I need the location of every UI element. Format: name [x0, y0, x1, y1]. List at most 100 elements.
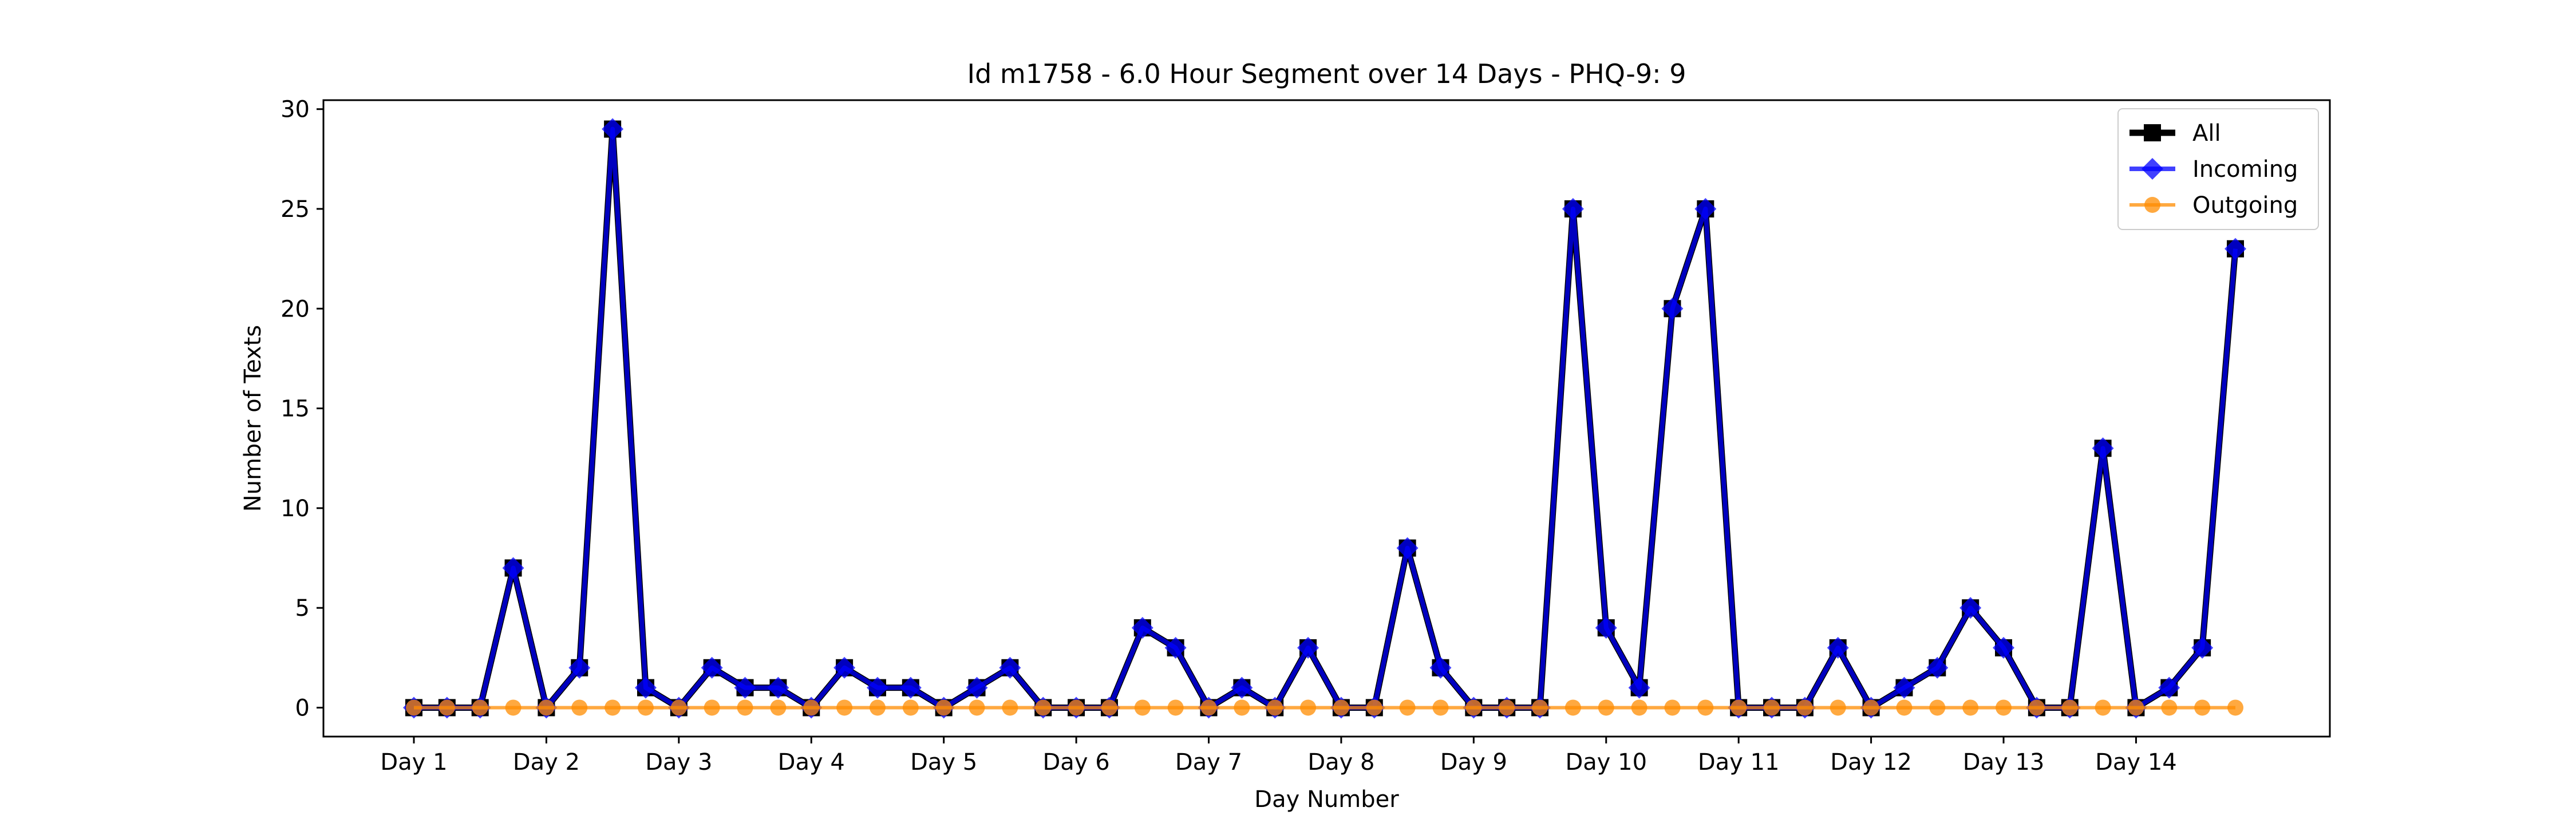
data-point: [2095, 699, 2111, 716]
data-point: [2142, 158, 2163, 180]
data-point: [902, 699, 919, 716]
y-tick-label: 5: [295, 595, 310, 622]
legend-item: All: [2129, 120, 2221, 147]
data-point: [2061, 699, 2078, 716]
data-point: [472, 699, 488, 716]
data-point: [1167, 699, 1184, 716]
series-line: [414, 126, 2238, 710]
data-point: [1234, 699, 1250, 716]
data-point: [2158, 676, 2180, 699]
x-tick-label: Day 7: [1175, 749, 1242, 775]
data-point: [1465, 699, 1482, 716]
data-point: [634, 676, 657, 699]
data-point: [1399, 699, 1416, 716]
data-point: [602, 118, 624, 140]
y-tick-label: 25: [280, 196, 310, 223]
data-point: [2161, 699, 2178, 716]
data-point: [605, 699, 621, 716]
data-point: [1300, 699, 1317, 716]
data-point: [836, 699, 853, 716]
data-point: [966, 676, 988, 699]
data-point: [1598, 699, 1614, 716]
data-point: [935, 699, 952, 716]
data-point: [1267, 699, 1283, 716]
data-point: [1562, 197, 1584, 220]
data-point: [833, 656, 856, 679]
data-point: [1297, 636, 1319, 659]
data-point: [2092, 437, 2114, 460]
legend: All Incoming Outgoing: [2117, 108, 2319, 230]
data-point: [1628, 676, 1650, 699]
data-point: [1366, 699, 1382, 716]
data-point: [2194, 699, 2211, 716]
data-point: [704, 699, 720, 716]
x-tick-label: Day 9: [1440, 749, 1507, 775]
y-tick-label: 0: [295, 695, 310, 721]
data-point: [1929, 699, 1946, 716]
data-point: [1432, 699, 1449, 716]
x-tick-label: Day 11: [1698, 749, 1780, 775]
data-point: [670, 699, 687, 716]
data-point: [1564, 699, 1581, 716]
data-point: [1893, 676, 1915, 699]
legend-item: Incoming: [2129, 156, 2298, 183]
data-point: [1926, 656, 1949, 679]
data-point: [1993, 636, 2015, 659]
data-point: [1694, 197, 1717, 220]
data-point: [999, 656, 1021, 679]
x-tick-label: Day 1: [380, 749, 447, 775]
data-point: [1164, 636, 1187, 659]
x-tick-label: Day 2: [513, 749, 580, 775]
x-tick-label: Day 10: [1565, 749, 1647, 775]
x-tick-label: Day 4: [778, 749, 845, 775]
data-point: [637, 699, 654, 716]
data-point: [1996, 699, 2012, 716]
y-tick-label: 20: [280, 296, 310, 322]
legend-label: All: [2192, 120, 2221, 147]
chart-title: Id m1758 - 6.0 Hour Segment over 14 Days…: [967, 58, 1686, 89]
data-point: [734, 676, 756, 699]
series-all: [405, 120, 2244, 717]
data-point: [502, 557, 524, 579]
data-point: [2191, 636, 2214, 659]
data-point: [1231, 676, 1253, 699]
y-tick-label: 10: [280, 496, 310, 522]
data-point: [1532, 699, 1548, 716]
data-point: [701, 656, 723, 679]
data-point: [2128, 699, 2144, 716]
data-point: [1796, 699, 1813, 716]
plot-frame: [322, 99, 2331, 738]
data-point: [2144, 197, 2160, 213]
data-point: [1396, 537, 1419, 559]
data-point: [866, 676, 888, 699]
data-point: [1333, 699, 1349, 716]
data-point: [2144, 124, 2161, 141]
data-point: [1595, 617, 1617, 639]
x-tick-label: Day 14: [2095, 749, 2177, 775]
data-point: [899, 676, 922, 699]
data-point: [1429, 656, 1452, 679]
data-point: [1697, 699, 1714, 716]
data-point: [1664, 699, 1681, 716]
data-point: [438, 699, 455, 716]
data-point: [1101, 699, 1117, 716]
data-point: [1002, 699, 1018, 716]
data-point: [2227, 699, 2243, 716]
x-tick-label: Day 5: [910, 749, 977, 775]
data-point: [1134, 699, 1151, 716]
data-point: [1959, 597, 1982, 619]
data-point: [1962, 699, 1979, 716]
series-outgoing: [406, 699, 2243, 716]
y-axis-label: Number of Texts: [240, 325, 266, 512]
data-point: [1830, 699, 1846, 716]
legend-label: Incoming: [2192, 156, 2298, 183]
data-point: [1827, 636, 1849, 659]
data-point: [1896, 699, 1913, 716]
data-point: [969, 699, 985, 716]
data-point: [538, 699, 555, 716]
data-point: [568, 656, 591, 679]
x-tick-label: Day 12: [1830, 749, 1912, 775]
data-point: [2225, 238, 2246, 260]
